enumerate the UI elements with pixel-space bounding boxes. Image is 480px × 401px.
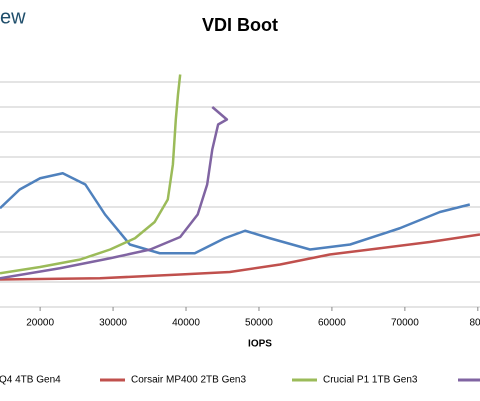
series-line: [0, 106, 229, 280]
chart-title: VDI Boot: [202, 15, 278, 35]
logo: ew: [0, 6, 26, 28]
series-line: [0, 172, 471, 255]
x-tick-label: 40000: [172, 318, 200, 329]
series-line: [0, 74, 182, 275]
series-line: [0, 233, 480, 281]
legend-label: Q4 4TB Gen4: [0, 375, 61, 386]
x-axis-title: IOPS: [248, 339, 272, 350]
x-tick-label: 800: [469, 318, 480, 329]
x-tick-label: 70000: [391, 318, 419, 329]
x-tick-label: 20000: [26, 318, 54, 329]
x-tick-label: 50000: [245, 318, 273, 329]
legend-label: Crucial P1 1TB Gen3: [323, 375, 418, 386]
x-tick-label: 60000: [318, 318, 346, 329]
x-tick-label: 30000: [99, 318, 127, 329]
legend-label: Corsair MP400 2TB Gen3: [131, 375, 246, 386]
